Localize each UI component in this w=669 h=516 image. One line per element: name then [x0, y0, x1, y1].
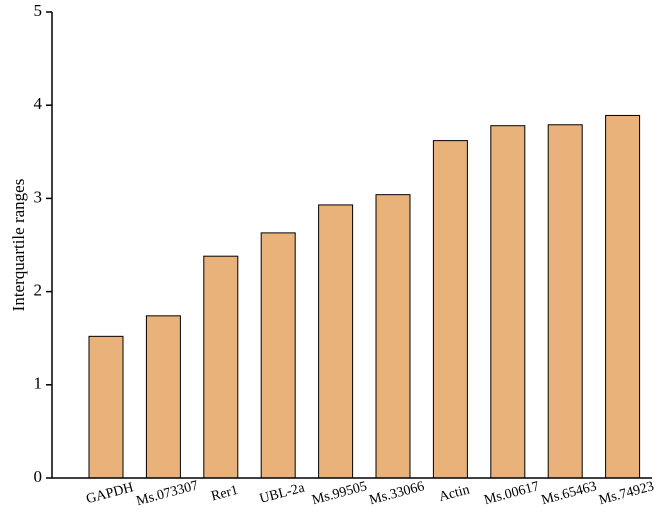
x-tick-label: Ms.65463	[540, 479, 598, 508]
x-tick-label: Ms.33066	[368, 479, 426, 508]
y-tick-label: 5	[34, 1, 43, 20]
bar	[432, 140, 468, 479]
bar	[605, 114, 641, 479]
x-tick-label: Ms.00617	[483, 479, 541, 508]
bar	[318, 204, 354, 479]
x-tick-label: Ms.74923	[597, 479, 655, 508]
y-tick-label: 2	[34, 281, 43, 300]
bar	[203, 255, 239, 479]
x-tick-label: GAPDH	[85, 480, 135, 507]
bar	[260, 232, 296, 479]
y-tick-label: 3	[34, 187, 43, 206]
y-tick-label: 0	[34, 467, 43, 486]
y-axis-label: Interquartile ranges	[9, 179, 28, 312]
y-tick-label: 4	[34, 94, 43, 113]
bar	[547, 124, 583, 479]
bar	[490, 125, 526, 479]
bar	[145, 315, 181, 479]
x-tick-label: Actin	[437, 482, 471, 505]
x-tick-label: UBL-2a	[258, 480, 307, 507]
x-tick-label: Rer1	[210, 483, 240, 505]
bar	[375, 194, 411, 479]
y-tick-label: 1	[34, 374, 43, 393]
x-tick-label: Ms.99505	[310, 479, 368, 508]
x-tick-label: Ms.073307	[135, 478, 200, 509]
bar	[88, 335, 124, 479]
